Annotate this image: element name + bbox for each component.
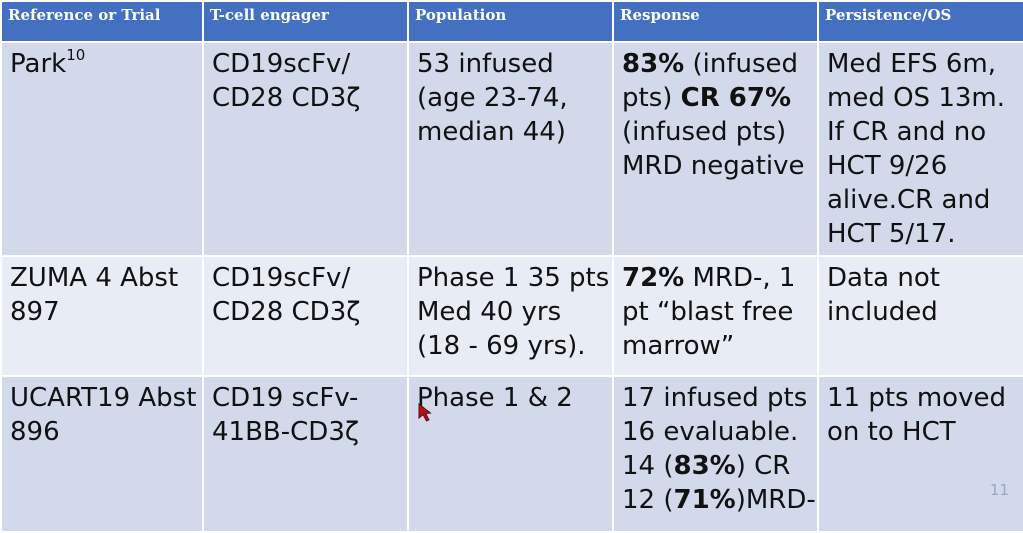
- header-reference: Reference or Trial: [0, 0, 204, 43]
- cell-population: Phase 1 & 2: [407, 375, 614, 533]
- cell-response: 17 infused pts 16 evaluable. 14 (83%) CR…: [612, 375, 819, 533]
- cell-population: 53 infused (age 23-74, median 44): [407, 41, 614, 257]
- cell-persistence: 11 pts moved on to HCT: [817, 375, 1023, 533]
- cell-engager: CD19scFv/ CD28 CD3ζ: [202, 41, 409, 257]
- table-row: ZUMA 4 Abst 897 CD19scFv/ CD28 CD3ζ Phas…: [0, 255, 1023, 377]
- cell-engager: CD19scFv/ CD28 CD3ζ: [202, 255, 409, 377]
- cell-reference: ZUMA 4 Abst 897: [0, 255, 204, 377]
- reference-superscript: 10: [66, 46, 86, 65]
- table-row: Park10 CD19scFv/ CD28 CD3ζ 53 infused (a…: [0, 41, 1023, 257]
- cell-persistence: Data not included: [817, 255, 1023, 377]
- mouse-pointer-icon: [418, 402, 432, 422]
- header-engager: T-cell engager: [202, 0, 409, 43]
- table-row: UCART19 Abst 896 CD19 scFv- 41BB-CD3ζ Ph…: [0, 375, 1023, 533]
- cell-population: Phase 1 35 pts Med 40 yrs (18 - 69 yrs).: [407, 255, 614, 377]
- header-persistence: Persistence/OS: [817, 0, 1023, 43]
- page-number: 11: [989, 481, 1009, 499]
- cell-reference: UCART19 Abst 896: [0, 375, 204, 533]
- cell-persistence: Med EFS 6m, med OS 13m. If CR and no HCT…: [817, 41, 1023, 257]
- cell-reference: Park10: [0, 41, 204, 257]
- header-population: Population: [407, 0, 614, 43]
- header-response: Response: [612, 0, 819, 43]
- cell-engager: CD19 scFv- 41BB-CD3ζ: [202, 375, 409, 533]
- header-row: Reference or Trial T-cell engager Popula…: [0, 0, 1023, 43]
- cell-response: 72% MRD-, 1 pt “blast free marrow”: [612, 255, 819, 377]
- cell-response: 83% (infused pts) CR 67% (infused pts) M…: [612, 41, 819, 257]
